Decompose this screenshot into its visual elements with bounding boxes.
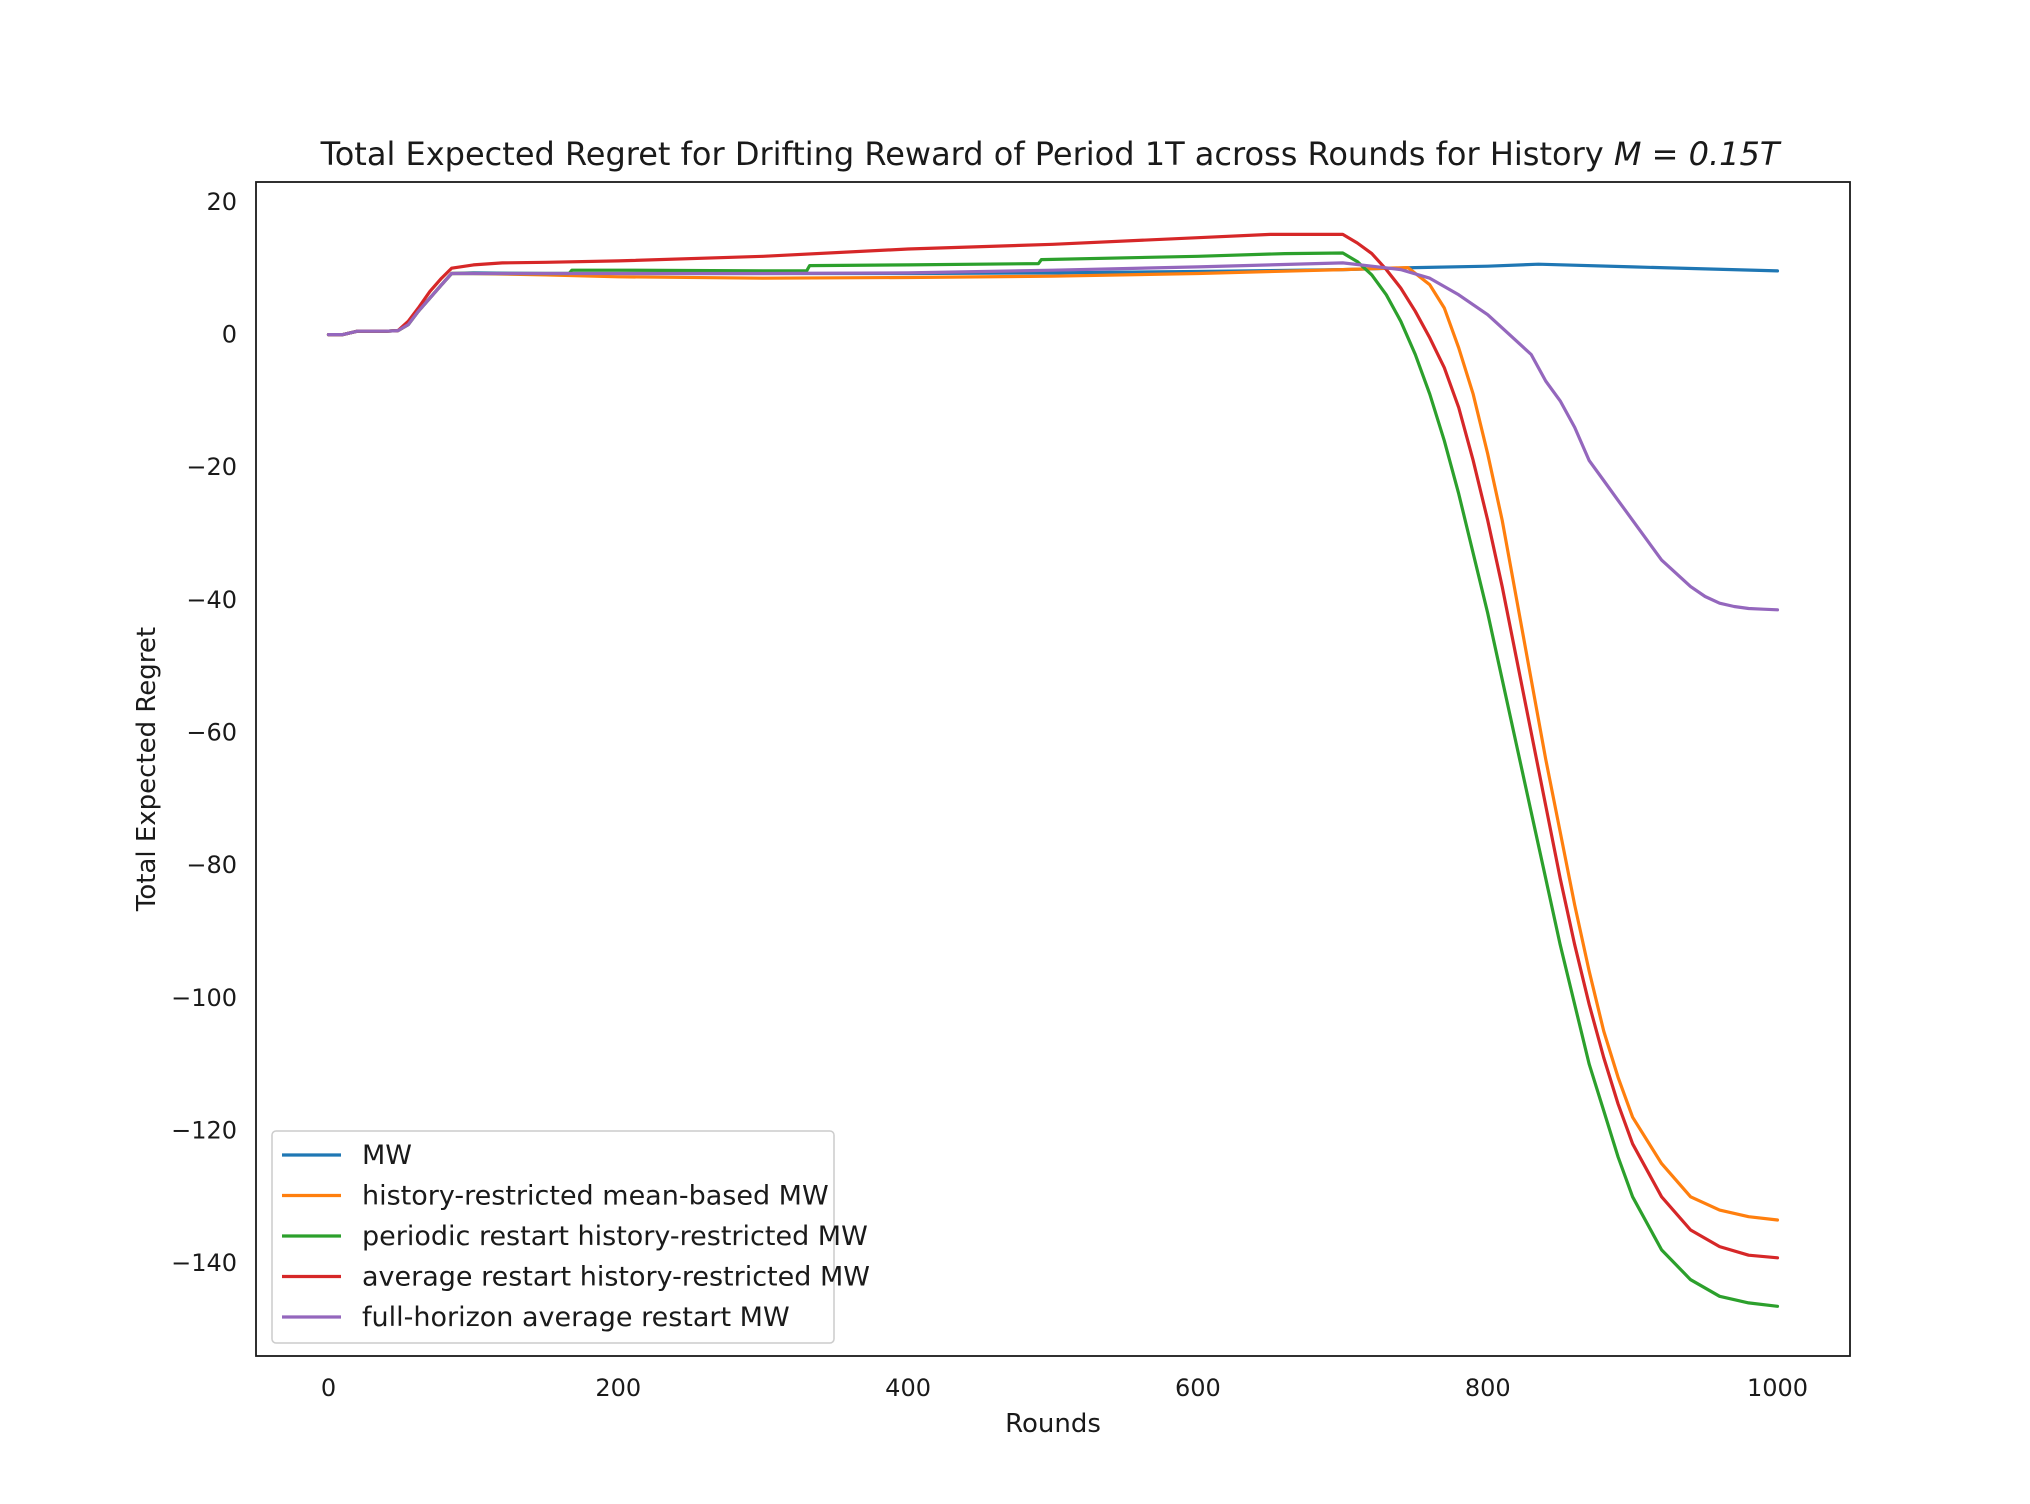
x-axis-label: Rounds (1005, 1409, 1101, 1439)
legend: MW history-restricted mean-based MW period… (271, 1130, 870, 1344)
y-tick-label: −120 (171, 1116, 237, 1144)
x-tick-label: 0 (321, 1374, 336, 1402)
y-tick-label: −40 (186, 586, 237, 614)
x-tick-label: 600 (1175, 1374, 1221, 1402)
plot-frame (255, 181, 1851, 1357)
x-axis: 0 200 400 600 800 1000 (321, 1374, 1808, 1402)
x-tick-label: 200 (595, 1374, 641, 1402)
series-lines (326, 232, 1780, 1308)
y-tick-label: −80 (186, 851, 237, 879)
legend-label: MW (362, 1140, 412, 1171)
y-tick-label: 20 (206, 188, 237, 216)
y-tick-label: −60 (186, 719, 237, 747)
y-axis-label: Total Expected Regret (132, 627, 162, 912)
legend-label: history-restricted mean-based MW (362, 1181, 829, 1212)
y-tick-label: −20 (186, 453, 237, 481)
legend-label: average restart history-restricted MW (362, 1262, 870, 1293)
chart-title: Total Expected Regret for Drifting Rewar… (320, 135, 1782, 173)
legend-label: periodic restart history-restricted MW (362, 1221, 868, 1252)
legend-box (271, 1130, 835, 1344)
y-tick-label: −140 (171, 1249, 237, 1277)
y-tick-label: −100 (171, 984, 237, 1012)
y-tick-label: 0 (222, 321, 237, 349)
series-line (326, 232, 1780, 1260)
series-line (326, 266, 1780, 1222)
x-tick-label: 800 (1465, 1374, 1511, 1402)
y-axis: 20 0 −20 −40 −60 −80 −100 −120 −140 (171, 188, 237, 1277)
legend-label: full-horizon average restart MW (362, 1302, 790, 1333)
x-tick-label: 400 (885, 1374, 931, 1402)
series-line (326, 261, 1780, 612)
x-tick-label: 1000 (1747, 1374, 1808, 1402)
